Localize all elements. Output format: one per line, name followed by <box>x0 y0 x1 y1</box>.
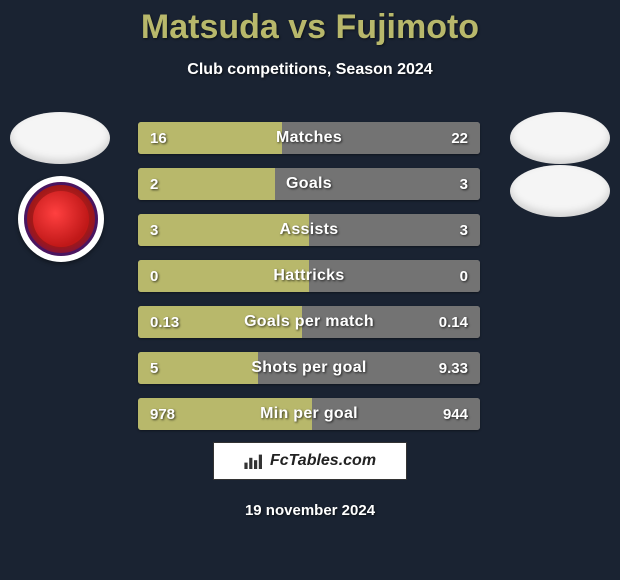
stat-row: 978944Min per goal <box>138 398 480 430</box>
player-left-avatar <box>10 112 110 164</box>
stats-container: 1622Matches 23Goals 33Assists 00Hattricks 0.… <box>138 122 480 444</box>
brand-logo[interactable]: FcTables.com <box>213 442 407 480</box>
player-right-avatar-1 <box>510 112 610 164</box>
stat-label: Goals <box>138 168 480 200</box>
stat-label: Min per goal <box>138 398 480 430</box>
stat-row: 23Goals <box>138 168 480 200</box>
stat-label: Shots per goal <box>138 352 480 384</box>
stat-row: 0.130.14Goals per match <box>138 306 480 338</box>
brand-text: FcTables.com <box>270 452 376 470</box>
stat-label: Assists <box>138 214 480 246</box>
page-title: Matsuda vs Fujimoto <box>0 0 620 47</box>
club-crest <box>18 176 104 262</box>
footer-date: 19 november 2024 <box>0 502 620 519</box>
bar-chart-icon <box>244 453 264 469</box>
player-right-avatar-2 <box>510 165 610 217</box>
stat-row: 59.33Shots per goal <box>138 352 480 384</box>
page-subtitle: Club competitions, Season 2024 <box>0 61 620 79</box>
club-crest-inner <box>24 182 98 256</box>
stat-label: Goals per match <box>138 306 480 338</box>
stat-label: Hattricks <box>138 260 480 292</box>
stat-label: Matches <box>138 122 480 154</box>
stat-row: 1622Matches <box>138 122 480 154</box>
stat-row: 00Hattricks <box>138 260 480 292</box>
stat-row: 33Assists <box>138 214 480 246</box>
